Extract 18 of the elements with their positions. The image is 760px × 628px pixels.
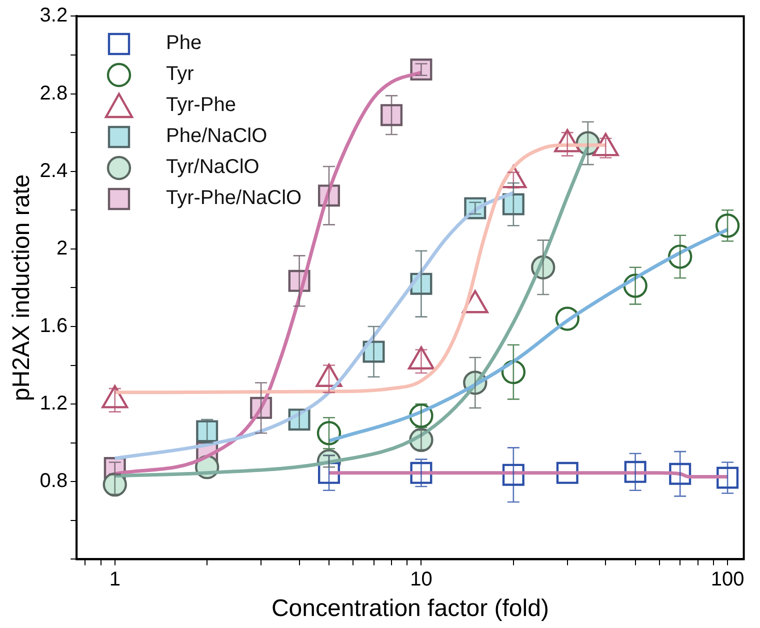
- legend-label: Tyr-Phe/NaClO: [166, 187, 302, 210]
- y-tick-label: 2.4: [40, 160, 68, 182]
- legend-label: Tyr-Phe: [166, 94, 236, 117]
- y-tick-label: 1.6: [40, 315, 68, 337]
- y-tick-label: 3.2: [40, 4, 68, 27]
- legend-label: Tyr/NaClO: [166, 156, 260, 179]
- legend-label: Tyr: [166, 63, 194, 86]
- x-axis-title: Concentration factor (fold): [271, 595, 549, 622]
- y-tick-label: 0.8: [40, 470, 68, 492]
- y-tick-label: 2.8: [40, 82, 68, 104]
- y-tick-label: 2: [56, 237, 68, 260]
- x-tick-label: 100: [710, 568, 744, 591]
- y-axis-title: pH2AX induction rate: [8, 174, 36, 402]
- legend-label: Phe: [166, 32, 202, 55]
- x-tick-label: 1: [109, 568, 120, 591]
- y-tick-label: 1.2: [40, 392, 68, 415]
- x-tick-label: 10: [410, 568, 432, 591]
- legend-label: Phe/NaClO: [166, 125, 268, 148]
